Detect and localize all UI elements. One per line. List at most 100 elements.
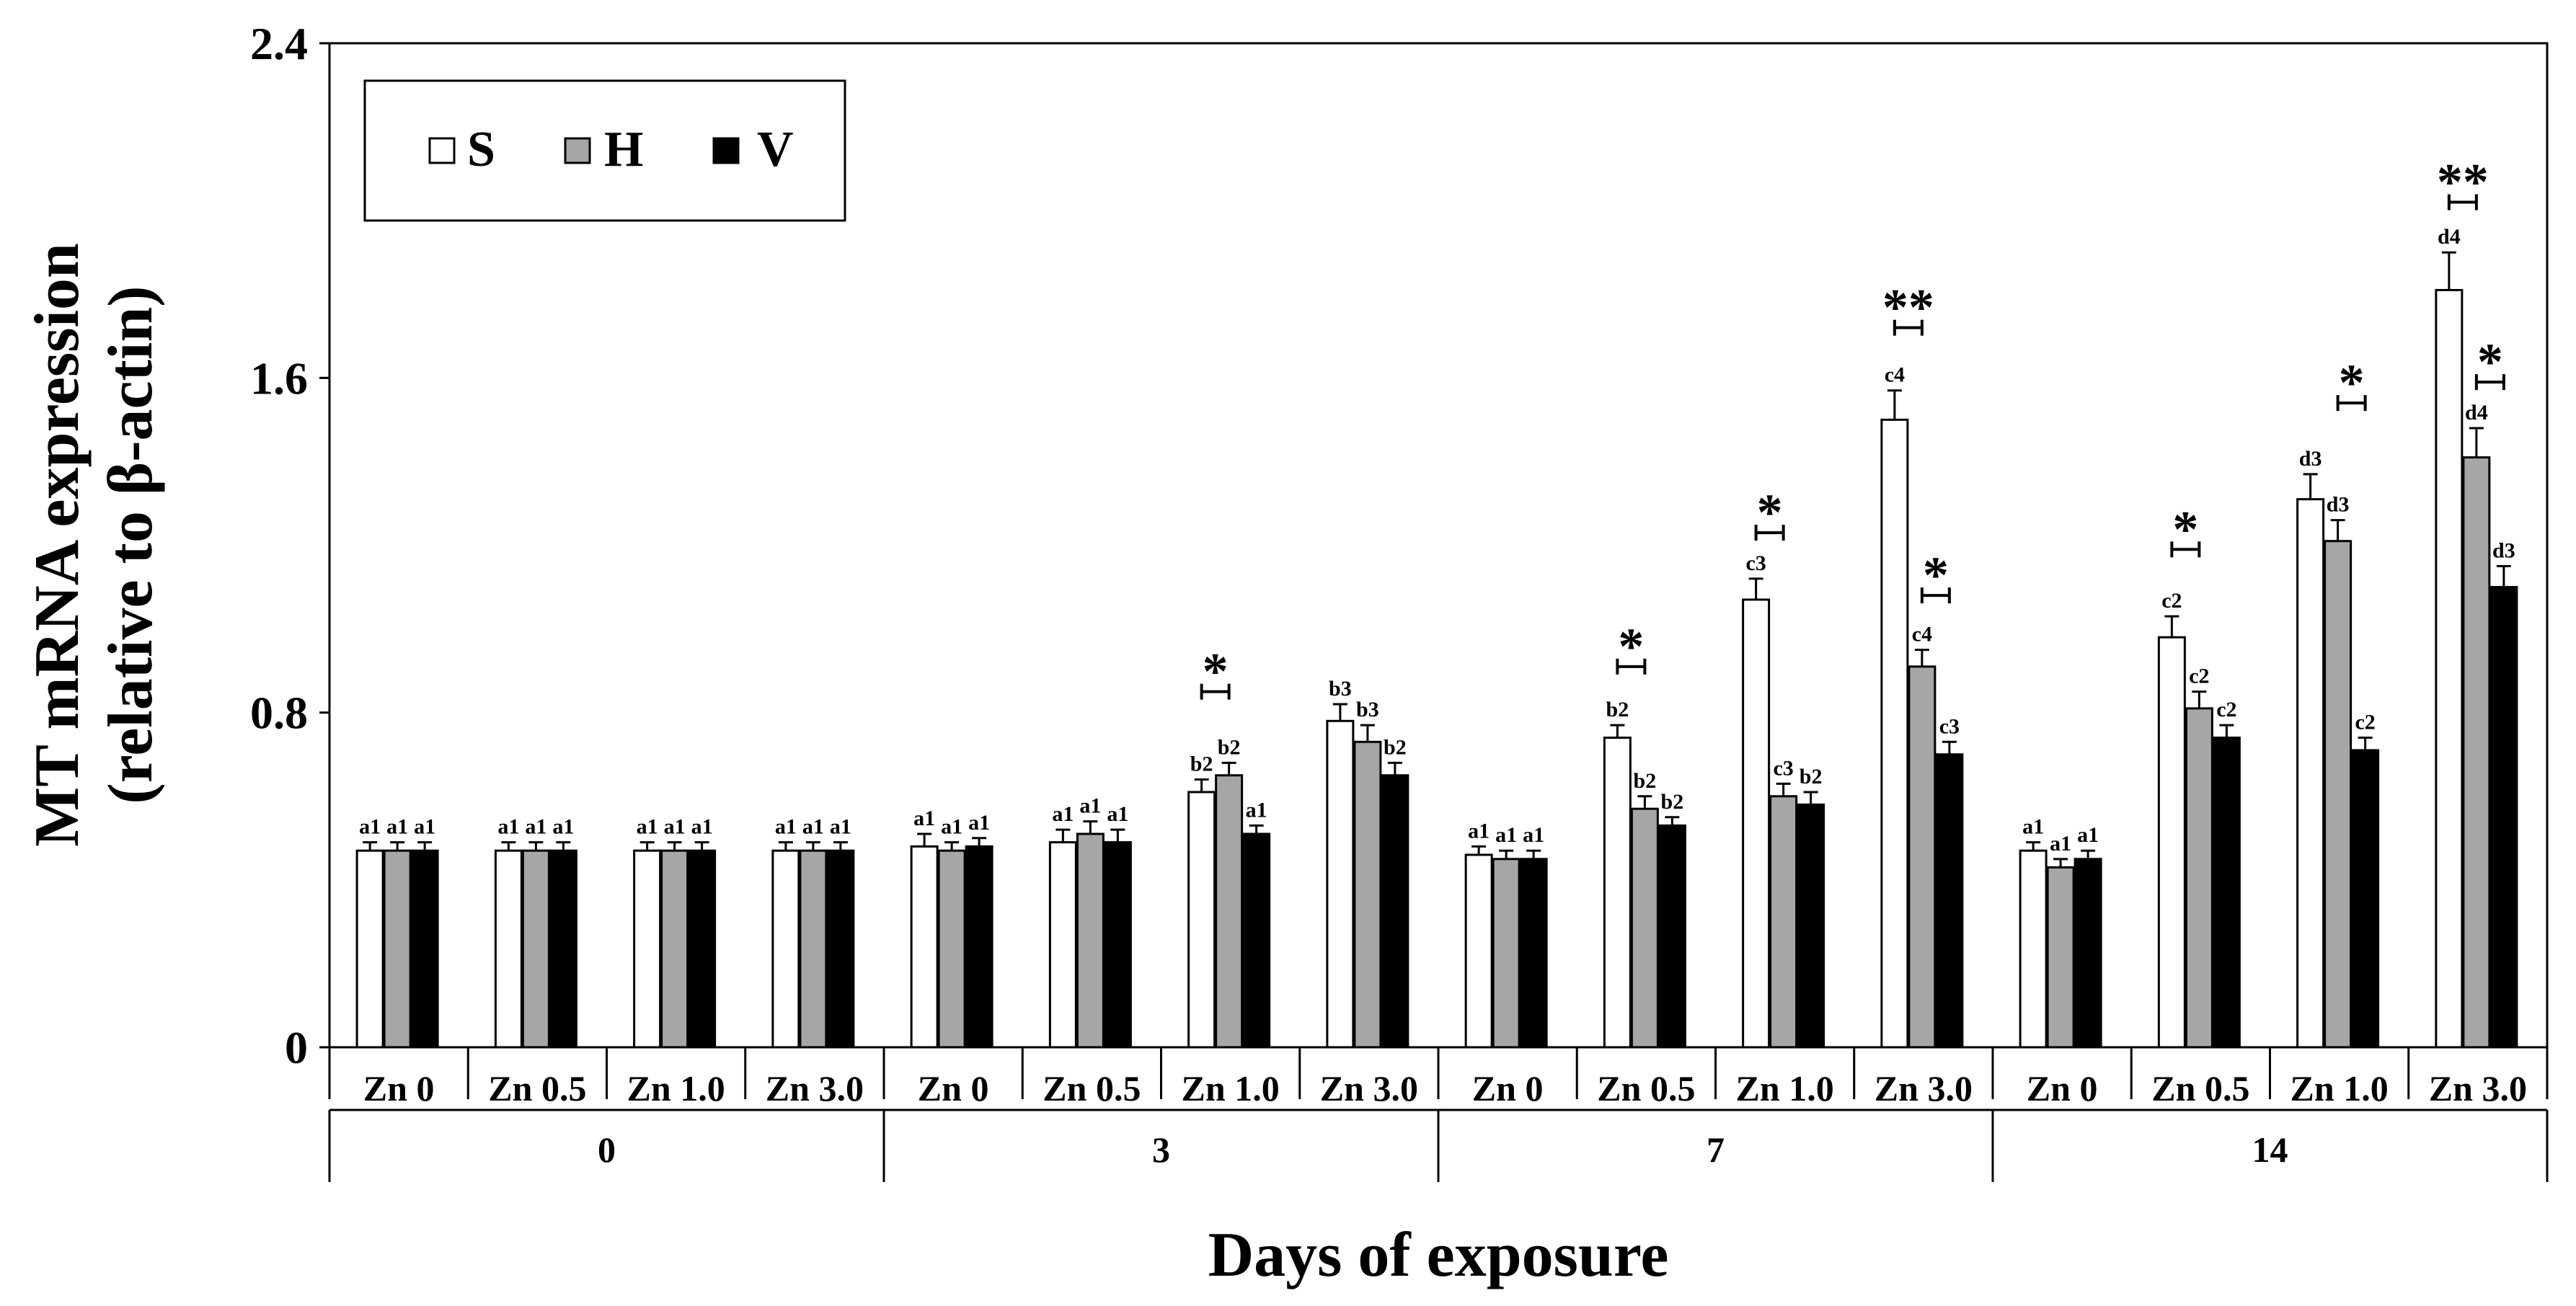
group-letter-label: a1 xyxy=(664,815,686,839)
significance-stars: ** xyxy=(1882,279,1934,337)
bar-h xyxy=(1353,740,1382,1049)
group-letter-label: c4 xyxy=(1885,363,1905,387)
x-axis: Zn 0 Zn 0.5 Zn 1.0 Zn 3.0 0 Zn 0 Zn 0.5 Zn 1.0 Z… xyxy=(328,1047,2549,1182)
bar-h xyxy=(937,849,966,1049)
day-label: 3 xyxy=(1152,1129,1170,1170)
group-letter-label: b2 xyxy=(1218,735,1241,759)
group-letter-label: b3 xyxy=(1356,698,1379,721)
bar-v xyxy=(1519,858,1548,1049)
legend-swatch-h xyxy=(564,137,591,164)
y-tick-label: 1.6 xyxy=(250,352,308,404)
group-letter-label: b2 xyxy=(1190,752,1213,776)
significance-stars: * xyxy=(1618,618,1644,675)
bar-h xyxy=(2324,540,2353,1049)
bar-h xyxy=(1769,795,1798,1049)
group-letter-label: a1 xyxy=(802,815,824,839)
significance-stars: * xyxy=(1923,546,1949,604)
category-label: Zn 1.0 xyxy=(627,1068,725,1109)
category-label: Zn 0 xyxy=(2027,1068,2098,1109)
bar-v xyxy=(549,849,577,1049)
group-letter-label: a1 xyxy=(2077,823,2099,847)
bar-h xyxy=(1630,807,1659,1049)
group-letter-label: a1 xyxy=(2022,815,2044,839)
bar-v xyxy=(1242,832,1271,1049)
bar-v xyxy=(2212,736,2241,1049)
legend: S H V xyxy=(363,79,846,222)
group-letter-label: a1 xyxy=(2050,832,2071,856)
category-label: Zn 0.5 xyxy=(1597,1068,1695,1109)
group-letter-label: a1 xyxy=(525,815,546,839)
x-axis-title: Days of exposure xyxy=(1208,1220,1669,1290)
group-letter-label: d3 xyxy=(2327,493,2350,517)
category-label: Zn 3.0 xyxy=(766,1068,864,1109)
group-letter-label: a1 xyxy=(941,815,962,839)
group-letter-label: a1 xyxy=(968,811,990,835)
group-letter-label: a1 xyxy=(1468,819,1490,843)
group-letter-label: c2 xyxy=(2216,698,2236,721)
bar-v xyxy=(965,845,993,1049)
bar-v xyxy=(1657,824,1686,1049)
group-letter-label: b2 xyxy=(1606,698,1629,721)
category-label: Zn 0.5 xyxy=(1043,1068,1141,1109)
bar-v xyxy=(2351,749,2380,1049)
bar-v xyxy=(688,849,717,1049)
group-letter-label: a1 xyxy=(1495,823,1517,847)
bar-v xyxy=(1103,841,1132,1049)
bar-h xyxy=(2462,456,2491,1049)
category-label: Zn 0 xyxy=(363,1068,435,1109)
category-label: Zn 0.5 xyxy=(488,1068,586,1109)
group-letter-label: d4 xyxy=(2465,401,2488,425)
bar-h xyxy=(2185,707,2213,1049)
bar-v xyxy=(1935,753,1964,1049)
significance-stars: * xyxy=(2172,500,2198,558)
group-letter-label: a1 xyxy=(386,815,408,839)
bar-s xyxy=(2435,288,2464,1049)
group-letter-label: c2 xyxy=(2355,710,2375,734)
bar-v xyxy=(2489,586,2518,1049)
bar-s xyxy=(2296,498,2325,1049)
group-letter-label: a1 xyxy=(1523,823,1544,847)
bar-s xyxy=(910,845,939,1049)
group-letter-label: a1 xyxy=(359,815,381,839)
group-letter-label: a1 xyxy=(1052,802,1074,826)
group-letter-label: b2 xyxy=(1384,735,1407,759)
group-letter-label: a1 xyxy=(913,807,935,830)
significance-stars: * xyxy=(2339,354,2365,412)
significance-stars: * xyxy=(1757,484,1783,541)
bar-h xyxy=(2046,866,2075,1049)
group-letter-label: c4 xyxy=(1912,623,1932,647)
bar-s xyxy=(1326,719,1355,1049)
category-label: Zn 0 xyxy=(918,1068,989,1109)
group-letter-label: a1 xyxy=(637,815,658,839)
group-letter-label: b2 xyxy=(1800,765,1823,789)
group-letter-label: a1 xyxy=(552,815,574,839)
group-letter-label: d3 xyxy=(2492,539,2515,563)
significance-layer: * ********** xyxy=(1200,154,2505,701)
legend-swatch-v xyxy=(712,137,740,164)
y-axis-title-line2: (relative to β-actin) xyxy=(96,285,166,804)
bar-h xyxy=(521,849,550,1049)
day-label: 7 xyxy=(1707,1129,1725,1170)
bar-h xyxy=(383,849,412,1049)
category-label: Zn 1.0 xyxy=(1182,1068,1280,1109)
day-label: 14 xyxy=(2252,1129,2288,1170)
group-letter-label: a1 xyxy=(830,815,851,839)
bar-s xyxy=(633,849,662,1049)
bar-v xyxy=(2073,858,2102,1049)
y-axis: 0 0.8 1.6 2.4 xyxy=(250,18,329,1073)
bar-v xyxy=(826,849,855,1049)
bar-h xyxy=(1076,832,1105,1049)
category-label: Zn 0.5 xyxy=(2151,1068,2249,1109)
bar-s xyxy=(1603,736,1632,1049)
group-letter-label: a1 xyxy=(775,815,797,839)
bar-s xyxy=(1048,841,1077,1049)
category-label: Zn 1.0 xyxy=(2290,1068,2389,1109)
bar-h xyxy=(1908,665,1937,1049)
group-letter-label: c3 xyxy=(1939,714,1960,738)
bar-h xyxy=(799,849,828,1049)
bar-v xyxy=(1797,803,1825,1049)
bar-s xyxy=(1880,418,1909,1049)
legend-label-h: H xyxy=(604,122,643,177)
